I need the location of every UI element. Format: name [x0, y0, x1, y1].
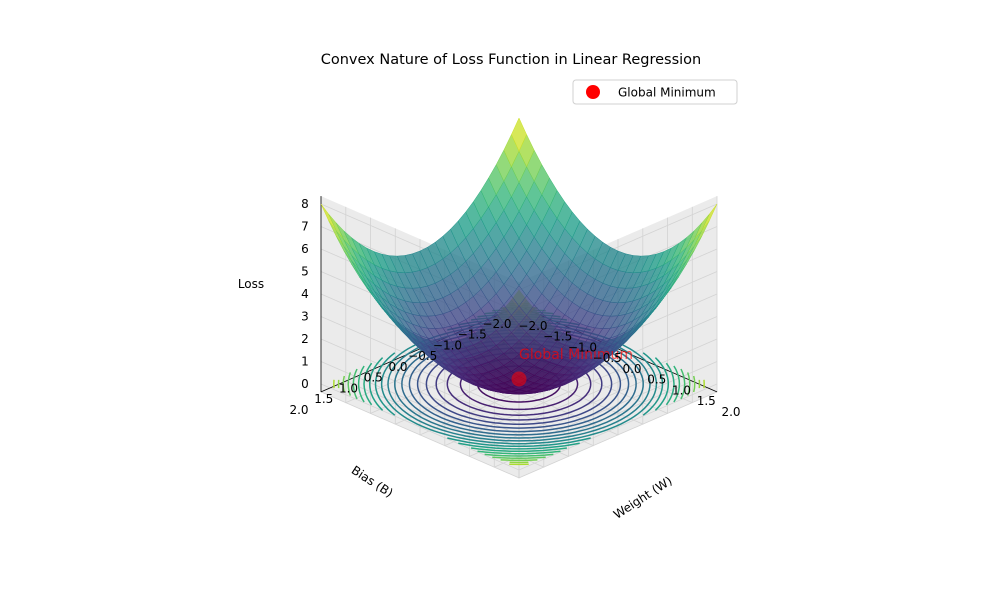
- contour-line: [642, 352, 664, 416]
- y-tick-label: −1.0: [433, 338, 462, 352]
- z-tick-label: 0: [301, 377, 309, 391]
- contour-line: [352, 368, 358, 400]
- z-tick-label: 8: [301, 197, 309, 211]
- contour-line: [347, 372, 352, 396]
- z-tick-label: 7: [301, 220, 309, 234]
- z-tick-label: 3: [301, 310, 309, 324]
- z-tick-label: 2: [301, 332, 309, 346]
- x-tick-label: −0.5: [593, 351, 622, 365]
- x-axis-label: Weight (W): [611, 474, 675, 522]
- contour-line: [458, 442, 580, 450]
- contour-line: [342, 375, 346, 393]
- contour-line: [357, 365, 365, 403]
- y-tick-label: 0.0: [388, 360, 407, 374]
- x-tick-label: 0.5: [647, 373, 666, 387]
- tick-labels: −2.0−1.5−1.0−0.50.00.51.01.52.0−2.0−1.5−…: [289, 197, 740, 419]
- loss-surface: [320, 117, 718, 395]
- legend-marker-global-minimum: [586, 85, 600, 99]
- y-axis-label: Bias (B): [349, 463, 396, 500]
- y-tick-label: −0.5: [408, 349, 437, 363]
- x-tick-label: 1.5: [697, 394, 716, 408]
- contour-line: [447, 437, 591, 448]
- x-tick-label: 2.0: [721, 405, 740, 419]
- grid-line-z: [320, 361, 718, 448]
- z-tick-label: 5: [301, 265, 309, 279]
- legend: Global Minimum: [572, 79, 738, 105]
- contour-line: [686, 372, 691, 396]
- global-minimum-annotation: Global Minimum: [519, 347, 633, 363]
- y-tick-label: 1.5: [314, 392, 333, 406]
- contour-line: [484, 453, 554, 457]
- y-tick-label: 1.0: [339, 381, 358, 395]
- contour-line: [665, 362, 675, 406]
- contour-line: [673, 365, 681, 403]
- contour-line: [368, 357, 384, 411]
- z-axis-label: Loss: [238, 277, 264, 291]
- contour-line: [471, 447, 567, 453]
- chart-title: Convex Nature of Loss Function in Linear…: [321, 52, 702, 68]
- surface-facet: [511, 117, 527, 152]
- x-tick-label: 1.0: [672, 383, 691, 397]
- contour-line: [654, 357, 670, 411]
- contour-line: [363, 362, 373, 406]
- contour-line: [477, 450, 561, 455]
- y-tick-label: 0.5: [364, 371, 383, 385]
- x-tick-label: −1.0: [568, 340, 597, 354]
- y-tick-label: −2.0: [482, 317, 511, 331]
- y-tick-label: 2.0: [289, 403, 308, 417]
- global-minimum-group: Global Minimum: [511, 347, 633, 387]
- contour-line: [680, 368, 686, 400]
- contour-line: [374, 352, 396, 416]
- legend-label-global-minimum: Global Minimum: [618, 86, 716, 100]
- z-tick-label: 1: [301, 355, 309, 369]
- legend-frame: [572, 79, 738, 105]
- z-tick-label: 6: [301, 242, 309, 256]
- grid-line-z: [320, 383, 718, 471]
- y-tick-label: −1.5: [458, 328, 487, 342]
- contour-line: [692, 375, 696, 393]
- x-tick-label: 0.0: [622, 362, 641, 376]
- x-tick-label: −1.5: [543, 330, 572, 344]
- z-tick-label: 4: [301, 287, 309, 301]
- x-tick-label: −2.0: [518, 319, 547, 333]
- global-minimum-marker: [511, 371, 527, 387]
- contour-line: [492, 456, 546, 459]
